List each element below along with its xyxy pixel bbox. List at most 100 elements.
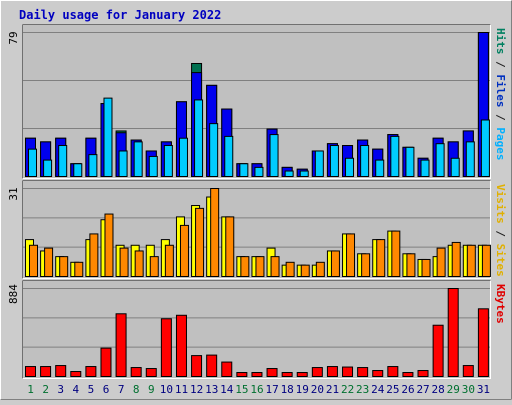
top-panel: 79 Hits / Files / Pages [7, 24, 507, 179]
top-bar-pages [450, 157, 460, 178]
x-tick-label: 31 [477, 383, 490, 396]
middle-bar-sites [89, 233, 99, 278]
bottom-bar-kbytes [477, 308, 489, 377]
top-bar-pages [224, 135, 234, 177]
top-bar-pages [465, 141, 475, 178]
top-bar-pages [163, 145, 173, 178]
x-tick-label: 25 [386, 383, 399, 396]
middle-bar-sites [406, 253, 416, 278]
middle-bar-sites [451, 241, 461, 278]
bottom-bar-kbytes [85, 366, 97, 378]
top-bar-pages [118, 150, 128, 178]
middle-bar-sites [421, 258, 431, 277]
middle-bar-sites [74, 261, 84, 278]
top-bar-pages [254, 166, 264, 178]
x-tick-label: 23 [356, 383, 369, 396]
middle-bar-sites [44, 247, 54, 277]
middle-bar-sites [255, 256, 265, 277]
top-bar-pages [314, 150, 324, 178]
middle-bar-sites [436, 247, 446, 277]
top-bar-pages [239, 163, 249, 178]
bottom-bar-kbytes [296, 372, 308, 377]
middle-bar-sites [149, 256, 159, 277]
bottom-panel: 884 KBytes [7, 280, 507, 379]
top-legend-part: Hits [494, 28, 507, 55]
top-bar-pages [103, 97, 113, 177]
top-bar-pages [148, 155, 158, 178]
x-tick-label: 30 [462, 383, 475, 396]
top-bar-pages [345, 157, 355, 178]
top-bar-pages [58, 145, 68, 178]
top-bar-pages [299, 170, 309, 178]
x-tick-label: 2 [42, 383, 49, 396]
middle-bar-sites [270, 256, 280, 277]
middle-legend-part: Visits [494, 184, 507, 224]
bottom-bar-kbytes [145, 368, 157, 377]
top-bar-pages [209, 123, 219, 178]
middle-bar-sites [315, 261, 325, 278]
middle-bar-sites [104, 213, 114, 277]
top-bar-pages [420, 159, 430, 178]
bottom-bar-kbytes [447, 288, 459, 377]
bottom-bar-kbytes [40, 366, 52, 378]
middle-bar-sites [285, 261, 295, 278]
middle-bar-sites [134, 250, 144, 278]
bottom-legend: KBytes [494, 284, 507, 324]
x-tick-label: 8 [133, 383, 140, 396]
middle-legend: Visits / Sites [494, 184, 507, 277]
bottom-bar-kbytes [387, 366, 399, 378]
top-ymax-label: 79 [7, 31, 20, 44]
x-tick-label: 1 [27, 383, 34, 396]
middle-bar-sites [195, 207, 205, 278]
x-tick-label: 16 [250, 383, 263, 396]
bottom-bar-kbytes [417, 370, 429, 378]
top-bar-pages [73, 163, 83, 178]
x-tick-label: 13 [205, 383, 218, 396]
bottom-bar-kbytes [236, 372, 248, 377]
top-legend: Hits / Files / Pages [494, 28, 507, 161]
top-bar-pages [28, 148, 37, 178]
bottom-bar-kbytes [100, 347, 112, 378]
middle-bar-sites [376, 239, 386, 277]
bottom-bar-kbytes [281, 372, 293, 377]
top-legend-part: / [494, 55, 507, 75]
top-bar-pages [194, 99, 204, 177]
top-legend-part: Files [494, 74, 507, 107]
bottom-bar-kbytes [462, 365, 474, 377]
middle-bar-sites [466, 244, 476, 278]
x-tick-label: 21 [326, 383, 339, 396]
x-tick-label: 22 [341, 383, 354, 396]
top-bar-pages [329, 145, 339, 178]
bottom-bar-kbytes [25, 366, 36, 378]
x-tick-label: 6 [103, 383, 110, 396]
middle-bar-sites [225, 216, 235, 278]
x-tick-label: 28 [432, 383, 445, 396]
x-tick-label: 4 [73, 383, 80, 396]
x-tick-label: 14 [220, 383, 234, 396]
bottom-bar-kbytes [191, 355, 203, 378]
middle-bar-sites [210, 188, 220, 277]
middle-bar-sites [481, 244, 491, 278]
x-tick-label: 12 [190, 383, 203, 396]
top-bar-pages [133, 141, 143, 178]
middle-legend-part: Sites [494, 244, 507, 277]
bottom-ymax-label: 884 [7, 284, 20, 304]
middle-bar-sites [300, 264, 310, 278]
bottom-bar-kbytes [175, 314, 187, 378]
bottom-bar-kbytes [326, 366, 338, 378]
bottom-bar-kbytes [432, 324, 444, 377]
x-tick-label: 15 [235, 383, 248, 396]
bottom-bar-kbytes [221, 361, 233, 378]
middle-bar-sites [59, 256, 69, 277]
x-tick-label: 11 [175, 383, 188, 396]
middle-bar-sites [330, 250, 340, 278]
middle-bar-sites [346, 233, 356, 278]
x-tick-label: 26 [401, 383, 414, 396]
middle-legend-part: / [494, 224, 507, 244]
top-legend-part: / [494, 108, 507, 128]
x-tick-label: 3 [57, 383, 64, 396]
top-bar-pages [435, 143, 445, 178]
x-tick-label: 19 [296, 383, 309, 396]
bottom-bar-kbytes [311, 367, 323, 377]
x-tick-label: 10 [160, 383, 173, 396]
